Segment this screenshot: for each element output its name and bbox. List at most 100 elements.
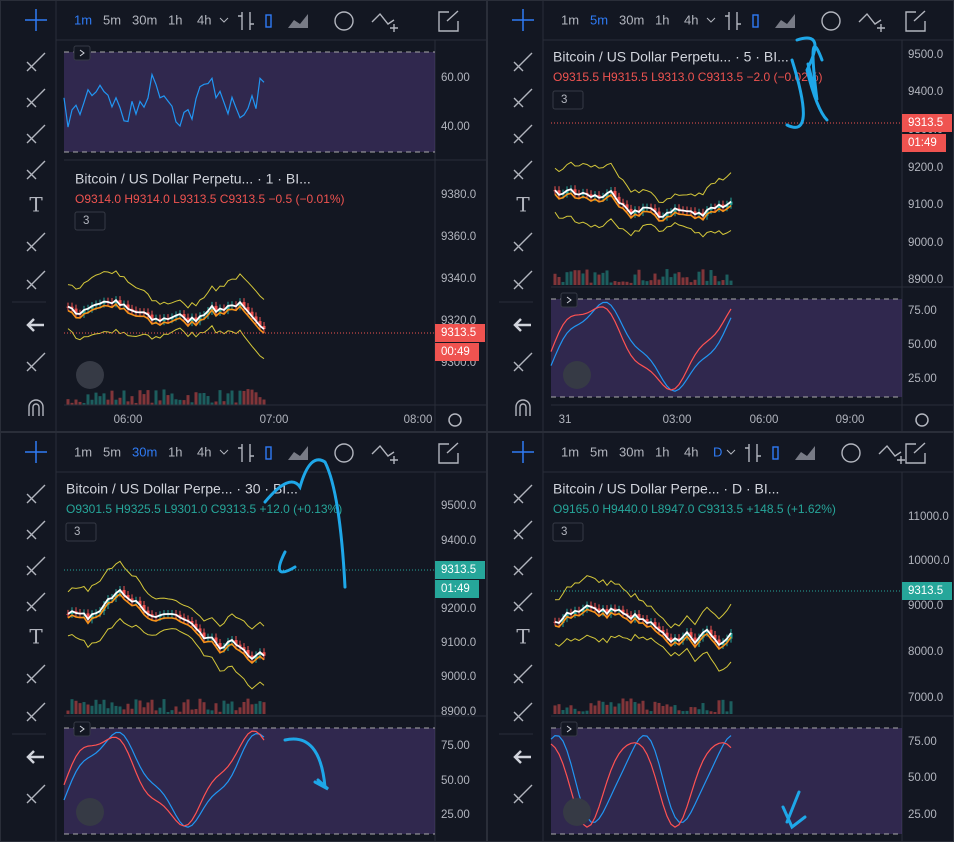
- back-icon[interactable]: [513, 750, 531, 764]
- indicators-toggle[interactable]: [552, 522, 584, 542]
- crosshair-icon[interactable]: [25, 441, 47, 463]
- timeframe-button[interactable]: 1m: [561, 12, 579, 27]
- tool-icon[interactable]: [513, 160, 533, 180]
- popout-icon[interactable]: [438, 442, 459, 464]
- text-tool-icon[interactable]: T: [516, 193, 530, 217]
- compare-icon[interactable]: [858, 12, 885, 32]
- compare-icon[interactable]: [371, 444, 398, 464]
- dropdown-icon[interactable]: [726, 449, 736, 455]
- timeframe-button[interactable]: 1h: [655, 12, 669, 27]
- tool-icon[interactable]: [513, 52, 533, 72]
- pane-collapse[interactable]: [73, 721, 91, 737]
- tool-icon[interactable]: [26, 556, 46, 576]
- tool-icon[interactable]: [513, 124, 533, 144]
- tool-icon[interactable]: [513, 520, 533, 540]
- compare-icon[interactable]: [371, 12, 398, 32]
- add-indicator-icon[interactable]: [841, 443, 861, 463]
- text-tool-icon[interactable]: T: [29, 193, 43, 217]
- timeframe-button[interactable]: 1m: [74, 444, 92, 459]
- timeframe-button[interactable]: D: [713, 444, 722, 459]
- pane-collapse[interactable]: [560, 721, 578, 737]
- compare-icon[interactable]: [878, 444, 905, 464]
- timeframe-button[interactable]: 1m: [74, 12, 92, 27]
- timeframe-button[interactable]: 1m: [561, 444, 579, 459]
- tool-icon[interactable]: [513, 592, 533, 612]
- indicators-toggle[interactable]: [74, 211, 106, 231]
- tool-icon[interactable]: [513, 784, 533, 804]
- bar-style-icon[interactable]: [745, 444, 761, 462]
- tool-icon[interactable]: [513, 664, 533, 684]
- tool-icon[interactable]: [513, 352, 533, 372]
- tool-icon[interactable]: [26, 520, 46, 540]
- text-tool-icon[interactable]: T: [516, 625, 530, 649]
- tool-icon[interactable]: [26, 352, 46, 372]
- dropdown-icon[interactable]: [219, 449, 229, 455]
- area-style-icon[interactable]: [288, 14, 308, 28]
- timeframe-button[interactable]: 5m: [103, 444, 121, 459]
- tool-icon[interactable]: [513, 556, 533, 576]
- area-style-icon[interactable]: [795, 446, 815, 460]
- back-icon[interactable]: [26, 750, 44, 764]
- timeframe-button[interactable]: 1h: [168, 12, 182, 27]
- candle-style-icon[interactable]: [265, 446, 272, 460]
- tool-icon[interactable]: [26, 52, 46, 72]
- tool-icon[interactable]: [26, 124, 46, 144]
- tool-icon[interactable]: [26, 784, 46, 804]
- area-style-icon[interactable]: [288, 446, 308, 460]
- timeframe-button[interactable]: 30m: [619, 444, 644, 459]
- timeframe-button[interactable]: 1h: [168, 444, 182, 459]
- tool-icon[interactable]: [26, 270, 46, 290]
- timeframe-button[interactable]: 30m: [132, 12, 157, 27]
- indicators-toggle[interactable]: [552, 90, 584, 110]
- settings-icon[interactable]: [448, 413, 462, 427]
- tool-icon[interactable]: [26, 484, 46, 504]
- timeframe-button[interactable]: 30m: [132, 444, 157, 459]
- back-icon[interactable]: [513, 318, 531, 332]
- dropdown-icon[interactable]: [706, 17, 716, 23]
- add-indicator-icon[interactable]: [334, 11, 354, 31]
- timeframe-button[interactable]: 4h: [684, 444, 698, 459]
- timeframe-button[interactable]: 5m: [103, 12, 121, 27]
- timeframe-button[interactable]: 4h: [197, 12, 211, 27]
- tool-icon[interactable]: [513, 702, 533, 722]
- tool-icon[interactable]: [26, 664, 46, 684]
- settings-icon[interactable]: [915, 413, 929, 427]
- timeframe-button[interactable]: 4h: [197, 444, 211, 459]
- timeframe-button[interactable]: 30m: [619, 12, 644, 27]
- crosshair-icon[interactable]: [512, 9, 534, 31]
- popout-icon[interactable]: [438, 10, 459, 32]
- text-tool-icon[interactable]: T: [29, 625, 43, 649]
- tool-icon[interactable]: [26, 88, 46, 108]
- add-indicator-icon[interactable]: [821, 11, 841, 31]
- pane-collapse[interactable]: [560, 292, 578, 308]
- popout-icon[interactable]: [905, 442, 926, 464]
- popout-icon[interactable]: [905, 10, 926, 32]
- timeframe-button[interactable]: 5m: [590, 444, 608, 459]
- candle-style-icon[interactable]: [752, 14, 759, 28]
- timeframe-button[interactable]: 1h: [655, 444, 669, 459]
- timeframe-button[interactable]: 4h: [684, 12, 698, 27]
- timeframe-button[interactable]: 5m: [590, 12, 608, 27]
- crosshair-icon[interactable]: [512, 441, 534, 463]
- tool-icon[interactable]: [26, 160, 46, 180]
- area-style-icon[interactable]: [775, 14, 795, 28]
- candle-style-icon[interactable]: [265, 14, 272, 28]
- bar-style-icon[interactable]: [238, 444, 254, 462]
- magnet-icon[interactable]: [515, 399, 531, 416]
- magnet-icon[interactable]: [28, 399, 44, 416]
- bar-style-icon[interactable]: [238, 12, 254, 30]
- tool-icon[interactable]: [513, 270, 533, 290]
- indicators-toggle[interactable]: [65, 522, 97, 542]
- tool-icon[interactable]: [513, 88, 533, 108]
- pane-collapse[interactable]: [73, 45, 91, 61]
- tool-icon[interactable]: [26, 592, 46, 612]
- tool-icon[interactable]: [513, 484, 533, 504]
- bar-style-icon[interactable]: [725, 12, 741, 30]
- add-indicator-icon[interactable]: [334, 443, 354, 463]
- tool-icon[interactable]: [513, 232, 533, 252]
- crosshair-icon[interactable]: [25, 9, 47, 31]
- dropdown-icon[interactable]: [219, 17, 229, 23]
- tool-icon[interactable]: [26, 232, 46, 252]
- tool-icon[interactable]: [26, 702, 46, 722]
- back-icon[interactable]: [26, 318, 44, 332]
